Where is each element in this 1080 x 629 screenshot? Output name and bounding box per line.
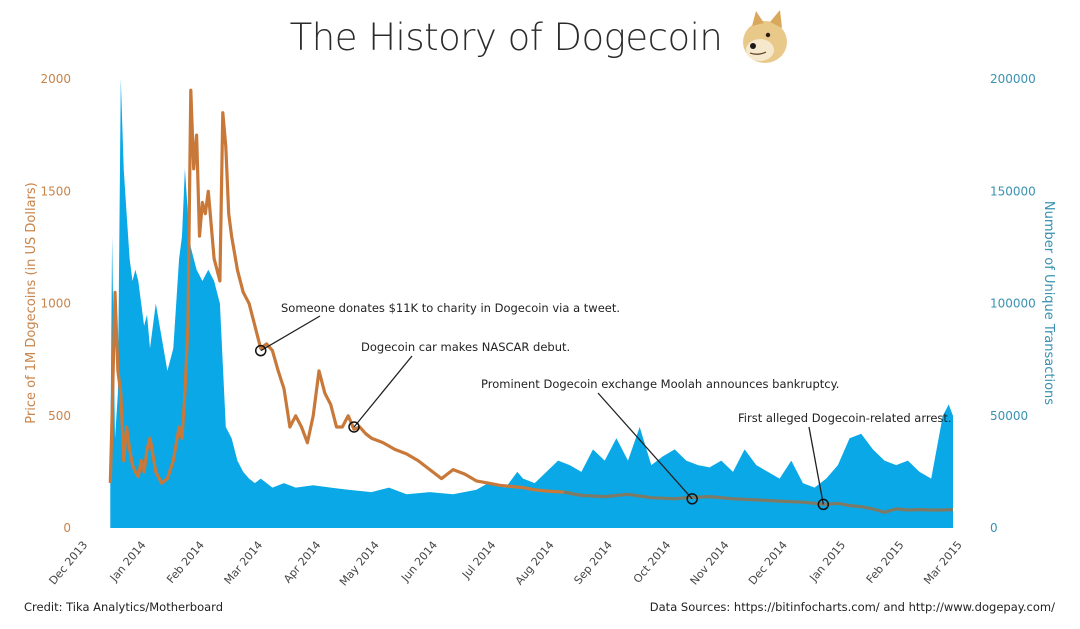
data-sources-text: Data Sources: https://bitinfocharts.com/… (649, 600, 1055, 614)
annotation-text: Prominent Dogecoin exchange Moolah annou… (481, 377, 839, 391)
x-axis-tick: Mar 2014 (222, 539, 266, 587)
x-axis: Dec 2013 Jan 2014 Feb 2014 Mar 2014 Apr 2014… (46, 539, 964, 589)
annotation-marker (817, 498, 830, 511)
transactions-area (110, 79, 954, 528)
right-axis-tick: 200000 (990, 72, 1036, 86)
annotation-leader-line (260, 315, 321, 352)
annotation-text: First alleged Dogecoin-related arrest. (738, 411, 952, 425)
x-axis-tick: Oct 2014 (631, 539, 673, 586)
right-axis-title: Number of Unique Transactions (1041, 201, 1056, 405)
annotation-marker (686, 493, 698, 505)
left-axis-title: Price of 1M Dogecoins (in US Dollars) (24, 182, 39, 424)
x-axis-tick: Jul 2014 (459, 539, 498, 582)
right-axis-tick: 100000 (990, 297, 1036, 311)
x-axis-tick: Dec 2014 (746, 539, 790, 588)
credit-text: Credit: Tika Analytics/Motherboard (24, 600, 224, 614)
left-axis-tick: 1500 (40, 184, 71, 198)
x-axis-tick: Mar 2015 (921, 539, 965, 587)
right-axis-tick: 0 (990, 521, 998, 535)
annotation-leader-line (808, 426, 824, 505)
x-axis-tick: Sep 2014 (571, 539, 615, 587)
right-axis-tick: 50000 (990, 409, 1028, 423)
left-axis-tick: 1000 (40, 297, 71, 311)
x-axis-tick: Feb 2014 (164, 539, 207, 586)
left-axis-tick: 500 (48, 409, 71, 423)
annotation-text: Dogecoin car makes NASCAR debut. (361, 340, 570, 354)
x-axis-tick: Dec 2013 (46, 539, 90, 588)
transactions-area-path (110, 79, 954, 528)
annotation-marker (254, 344, 267, 357)
annotation-text: Someone donates $11K to charity in Dogec… (281, 301, 620, 315)
price-line-path (563, 490, 954, 514)
chart-title-bar: The History of Dogecoin (0, 8, 1080, 66)
x-axis-tick: May 2014 (337, 539, 382, 589)
doge-face-icon (743, 10, 788, 63)
chart-title: The History of Dogecoin (289, 15, 723, 59)
x-axis-tick: Feb 2015 (864, 539, 907, 586)
right-axis-tick: 150000 (990, 184, 1036, 198)
right-y-axis: 0 50000 100000 150000 200000 (990, 72, 1036, 535)
left-axis-tick: 0 (63, 521, 71, 535)
price-line-path (108, 88, 582, 497)
x-axis-tick: Apr 2014 (281, 539, 323, 586)
annotations: Someone donates $11K to charity in Dogec… (254, 301, 952, 511)
annotation-marker (348, 421, 360, 433)
x-axis-tick: Jan 2014 (107, 539, 149, 585)
left-axis-tick: 2000 (40, 72, 71, 86)
x-axis-tick: Nov 2014 (688, 539, 732, 588)
annotation-leader-line (353, 355, 413, 428)
x-axis-tick: Aug 2014 (513, 539, 557, 588)
annotation-leader-line (597, 392, 693, 500)
x-axis-tick: Jun 2014 (398, 539, 440, 585)
left-y-axis: 0 500 1000 1500 2000 (40, 72, 71, 535)
price-line (108, 88, 954, 514)
x-axis-tick: Jan 2015 (806, 539, 848, 585)
